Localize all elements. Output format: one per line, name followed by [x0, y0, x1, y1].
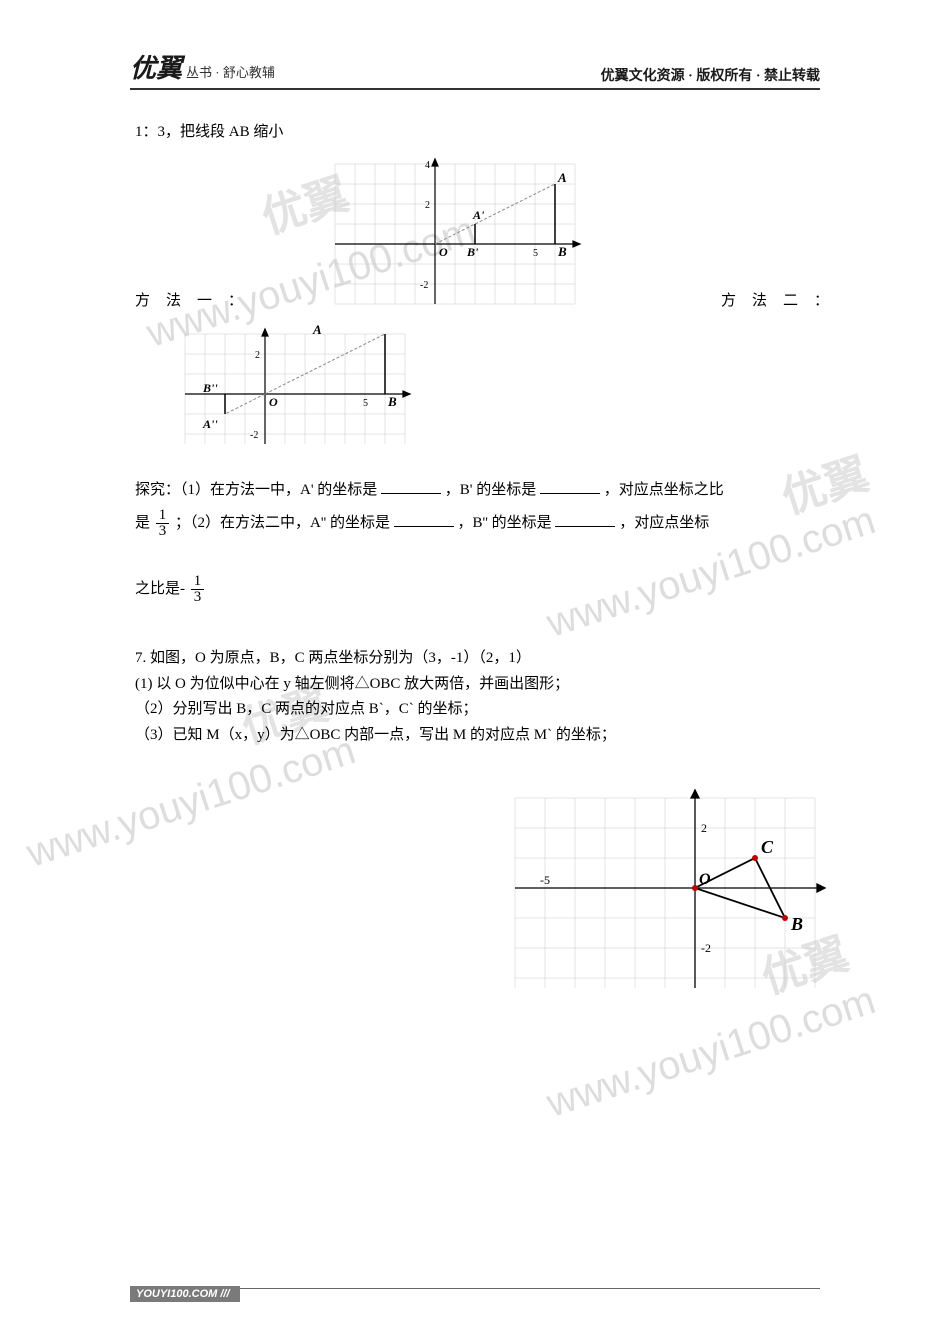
svg-text:-2: -2: [701, 941, 711, 955]
svg-text:A': A': [472, 208, 485, 222]
q7-line2: (1) 以 O 为位似中心在 y 轴左侧将△OBC 放大两倍，并画出图形；: [135, 672, 815, 698]
frac2-den: 3: [191, 590, 205, 605]
explore-part2a: ；（2）在方法二中，A'' 的坐标是: [175, 515, 390, 531]
svg-text:B: B: [557, 244, 567, 259]
ratio-text: 之比是-: [135, 581, 185, 597]
svg-text:2: 2: [425, 200, 430, 211]
explore-mid2: ，对应点坐标之比: [604, 482, 724, 498]
svg-text:A: A: [312, 324, 322, 337]
figure-3: -5 2 -2 O B C: [505, 778, 845, 1008]
svg-text:-2: -2: [250, 430, 258, 441]
fraction-1: 1 3: [156, 508, 170, 539]
is-text: 是: [135, 515, 150, 531]
intro-line: 1：3，把线段 AB 缩小: [135, 120, 815, 141]
blank-3: [394, 513, 454, 527]
explore-mid1: ，B' 的坐标是: [445, 482, 536, 498]
svg-text:B': B': [466, 245, 479, 259]
frac2-num: 1: [191, 574, 205, 590]
q7-line1: 7. 如图，O 为原点，B，C 两点坐标分别为（3，-1）（2，1）: [135, 646, 815, 672]
page-header: 优翼 丛书 · 舒心教辅 优翼文化资源 · 版权所有 · 禁止转载: [130, 55, 820, 90]
q7-line3: （2）分别写出 B，C 两点的对应点 B`，C` 的坐标；: [135, 697, 815, 723]
method1-label: 方法一：: [135, 289, 259, 310]
main-content: 1：3，把线段 AB 缩小 方法一： 方法二： 4 2 -2 5 O: [135, 120, 815, 1058]
figure-3-wrap: -5 2 -2 O B C: [135, 778, 815, 1058]
svg-text:O: O: [439, 245, 448, 259]
svg-text:5: 5: [363, 398, 368, 409]
blank-2: [540, 480, 600, 494]
blank-1: [381, 480, 441, 494]
explore-part2b: ，B'' 的坐标是: [458, 515, 552, 531]
explore-text: 探究：（1）在方法一中，A' 的坐标是 ，B' 的坐标是 ，对应点坐标之比 是 …: [135, 474, 815, 606]
blank-4: [555, 513, 615, 527]
logo-subtitle: 丛书 · 舒心教辅: [186, 62, 275, 81]
logo-text: 优翼: [130, 48, 182, 85]
svg-text:5: 5: [533, 248, 538, 259]
svg-text:2: 2: [701, 821, 707, 835]
explore-part2c: ，对应点坐标: [619, 515, 709, 531]
svg-text:-2: -2: [420, 280, 428, 291]
question-7: 7. 如图，O 为原点，B，C 两点坐标分别为（3，-1）（2，1） (1) 以…: [135, 646, 815, 748]
svg-text:O: O: [269, 395, 278, 409]
frac1-num: 1: [156, 508, 170, 524]
svg-text:-5: -5: [540, 873, 550, 887]
figure-2: 2 -2 5 O A B B'' A'': [175, 324, 455, 454]
figure-1: 4 2 -2 5 O A B A' B': [315, 154, 615, 314]
svg-text:B: B: [790, 914, 803, 934]
svg-text:A'': A'': [202, 417, 218, 431]
footer-badge: YOUYI100.COM ///: [130, 1286, 240, 1302]
fraction-2: 1 3: [191, 574, 205, 605]
svg-text:4: 4: [425, 160, 430, 171]
q7-line4: （3）已知 M（x，y）为△OBC 内部一点，写出 M 的对应点 M` 的坐标；: [135, 723, 815, 749]
figure-row-2: 2 -2 5 O A B B'' A'': [135, 324, 815, 464]
explore-prefix: 探究：（1）在方法一中，A' 的坐标是: [135, 482, 377, 498]
logo-area: 优翼 丛书 · 舒心教辅: [130, 48, 275, 85]
header-copyright: 优翼文化资源 · 版权所有 · 禁止转载: [601, 65, 820, 85]
method2-label: 方法二：: [721, 289, 845, 310]
svg-text:2: 2: [255, 350, 260, 361]
svg-text:B: B: [387, 394, 397, 409]
svg-text:A: A: [557, 170, 567, 185]
svg-text:B'': B'': [202, 381, 218, 395]
svg-text:C: C: [761, 837, 774, 857]
frac1-den: 3: [156, 524, 170, 539]
figure-row-1: 方法一： 方法二： 4 2 -2 5 O: [135, 149, 815, 319]
